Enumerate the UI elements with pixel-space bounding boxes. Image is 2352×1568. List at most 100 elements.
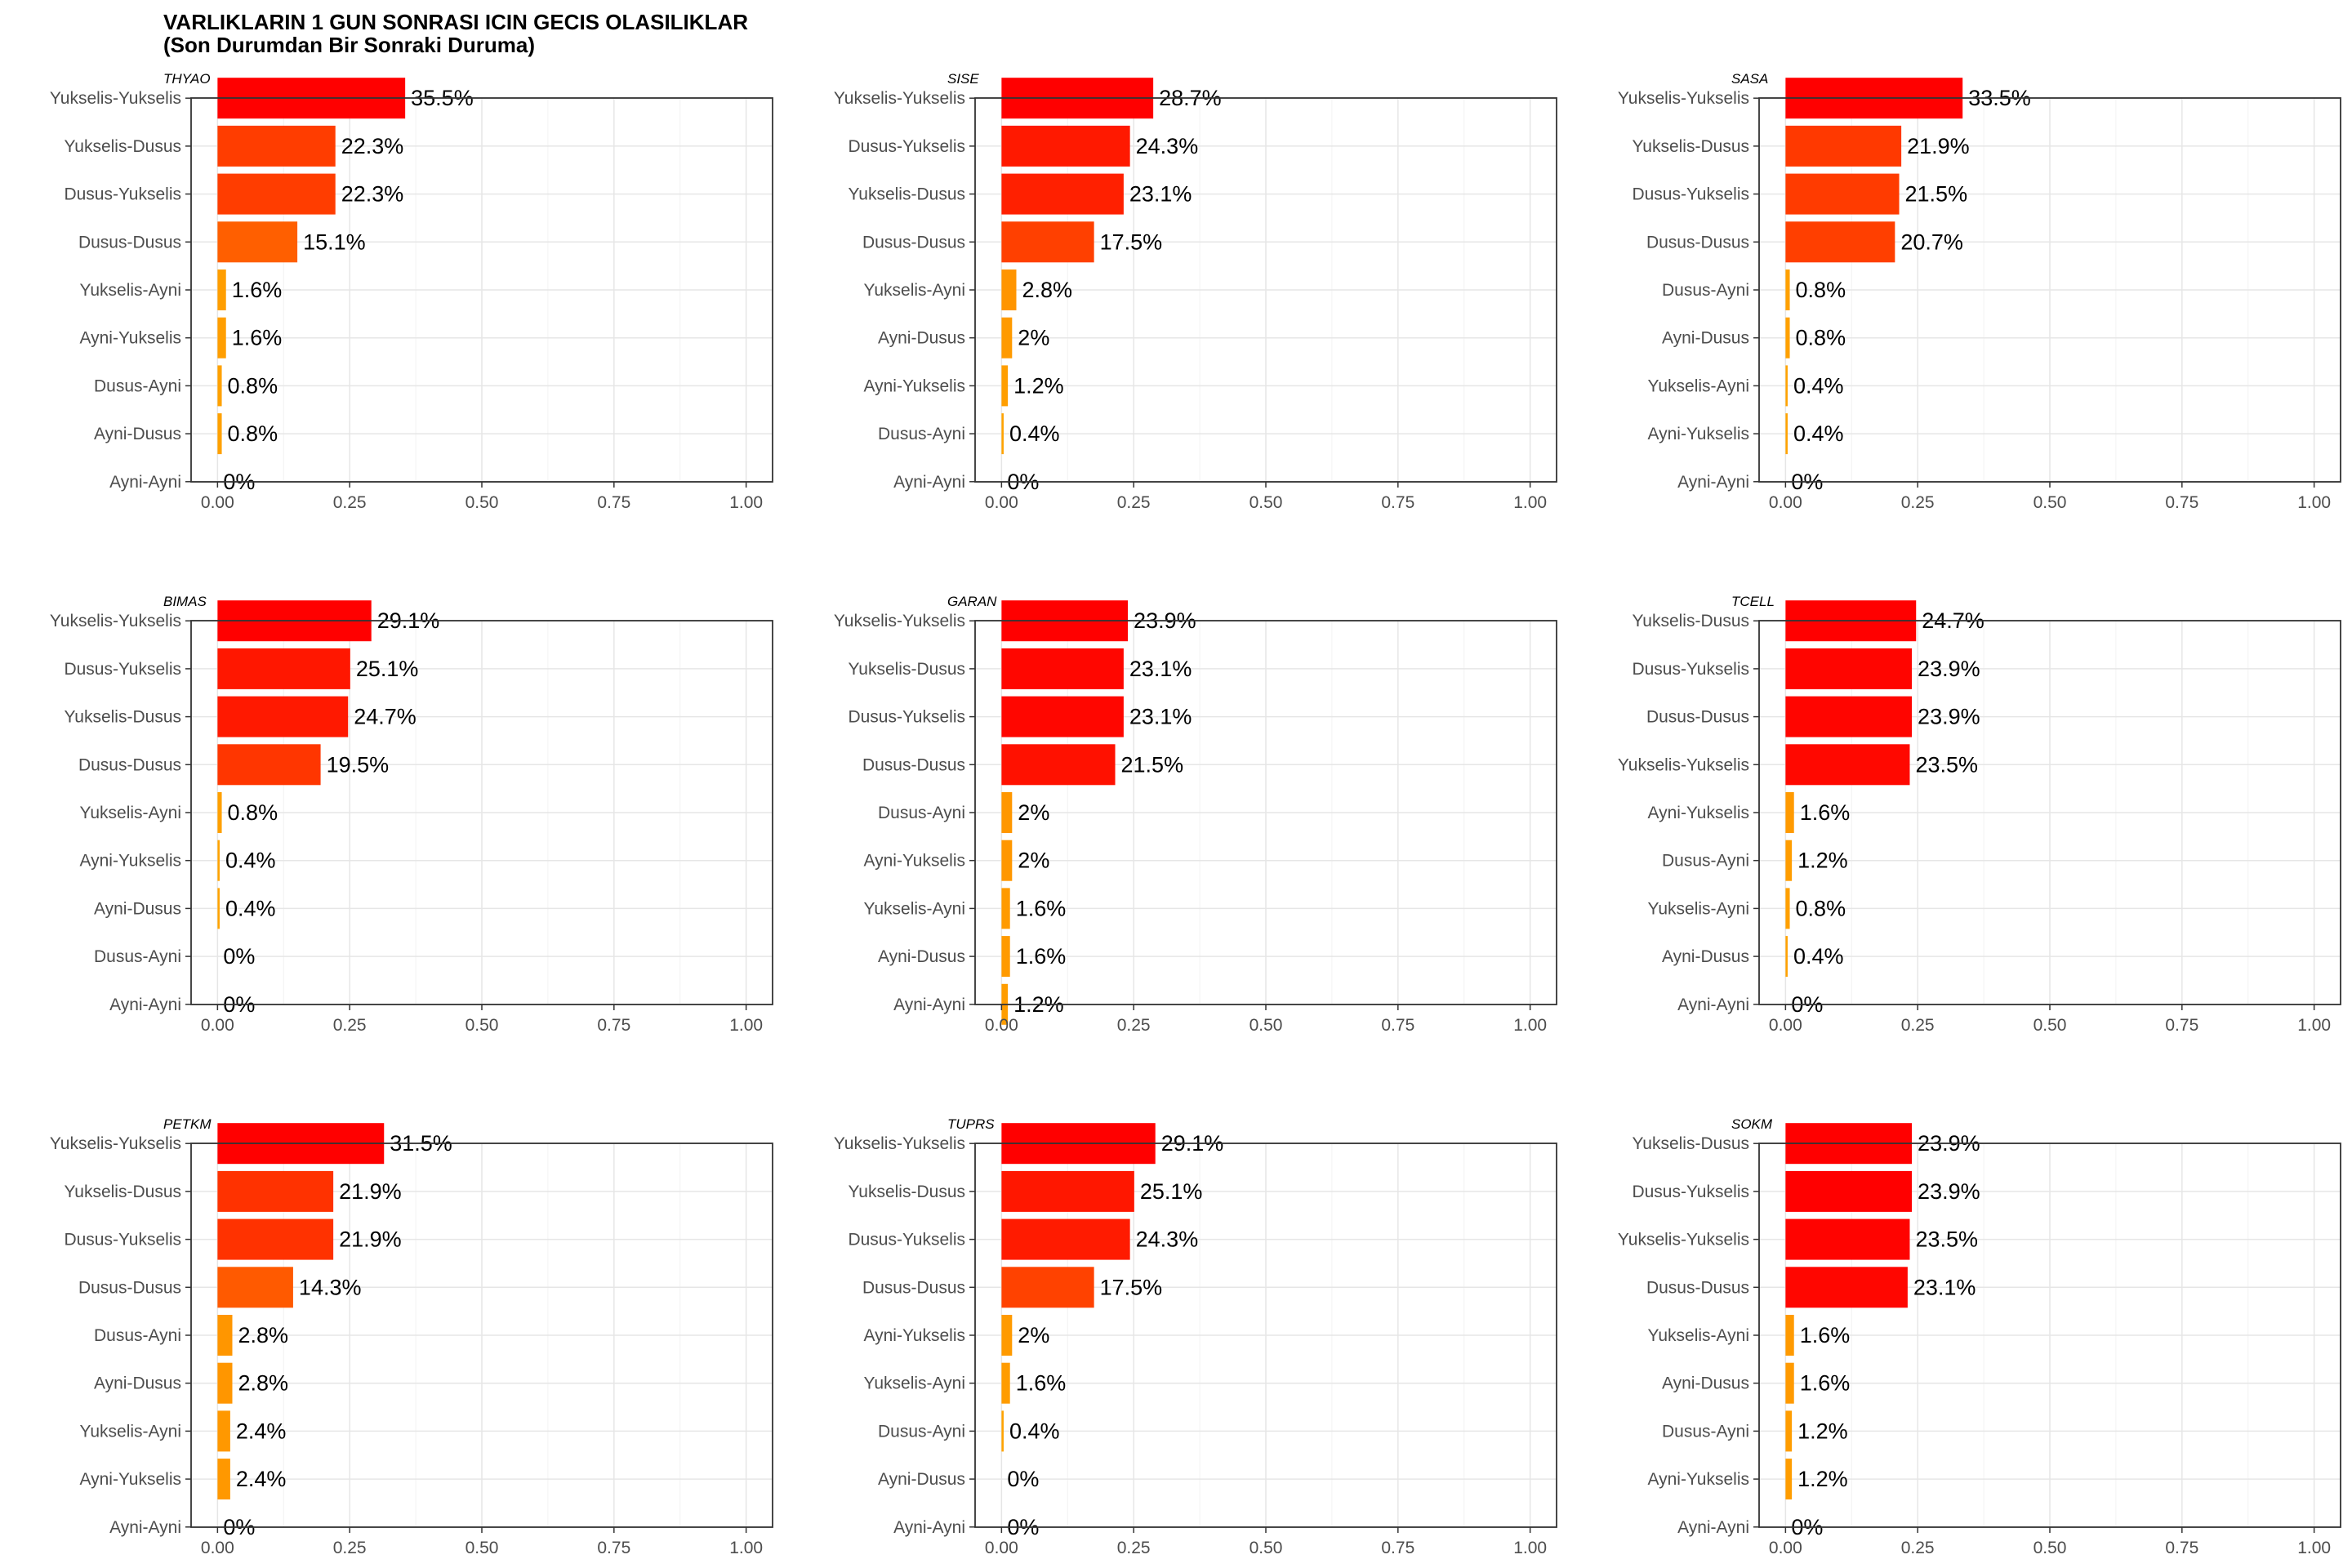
panel-garan: GARAN23.9%Yukselis-Yukselis23.1%Yukselis… xyxy=(834,594,1557,1035)
data-label: 0% xyxy=(1007,1467,1039,1491)
panel-sokm: SOKM23.9%Yukselis-Dusus23.9%Dusus-Yuksel… xyxy=(1618,1116,2341,1557)
data-label: 2.4% xyxy=(236,1467,287,1491)
panel-border xyxy=(190,620,773,1005)
category-label: Yukselis-Ayni xyxy=(863,281,965,300)
x-tick-label: 0.75 xyxy=(597,1539,630,1557)
data-label: 0.8% xyxy=(1796,896,1846,920)
category-label: Yukselis-Ayni xyxy=(1647,376,1749,395)
bar-yukselis-ayni xyxy=(1001,270,1017,310)
bar-ayni-yukselis xyxy=(217,840,220,881)
data-label: 24.7% xyxy=(354,705,416,729)
category-label: Yukselis-Yukselis xyxy=(50,1134,181,1153)
category-label: Dusus-Yukselis xyxy=(848,137,965,156)
x-tick-label: 0.75 xyxy=(2165,1539,2198,1557)
bar-yukselis-yukselis xyxy=(1785,1218,1910,1260)
category-label: Ayni-Yukselis xyxy=(863,376,965,395)
data-label: 0.4% xyxy=(1793,944,1844,969)
x-tick-label: 0.00 xyxy=(1769,493,1802,512)
bar-dusus-dusus xyxy=(217,1267,293,1308)
data-label: 1.2% xyxy=(1797,849,1848,873)
panel-tcell: TCELL24.7%Yukselis-Dusus23.9%Dusus-Yukse… xyxy=(1618,594,2341,1035)
bar-dusus-ayni xyxy=(1785,270,1790,310)
data-label: 21.5% xyxy=(1121,752,1184,777)
category-label: Dusus-Ayni xyxy=(94,1326,181,1345)
x-tick-label: 0.50 xyxy=(2034,1016,2067,1035)
category-label: Ayni-Dusus xyxy=(94,1374,181,1393)
panel-title: SISE xyxy=(947,71,979,87)
bar-dusus-dusus xyxy=(1785,1267,1908,1308)
data-label: 0.8% xyxy=(1796,278,1846,302)
category-label: Dusus-Yukselis xyxy=(1632,185,1749,204)
category-label: Dusus-Dusus xyxy=(1646,1278,1749,1297)
category-label: Yukselis-Ayni xyxy=(79,1422,181,1441)
bar-ayni-yukselis xyxy=(1001,1315,1013,1356)
category-label: Dusus-Ayni xyxy=(1662,1422,1749,1441)
data-label: 14.3% xyxy=(299,1275,362,1299)
panel-border xyxy=(190,1143,773,1528)
category-label: Dusus-Ayni xyxy=(94,376,181,395)
panel-border xyxy=(974,620,1557,1005)
category-label: Dusus-Yukselis xyxy=(64,185,181,204)
category-label: Ayni-Dusus xyxy=(1662,1374,1749,1393)
data-label: 0.4% xyxy=(1009,1419,1060,1443)
data-label: 1.2% xyxy=(1013,373,1064,398)
category-label: Yukselis-Dusus xyxy=(64,1183,181,1201)
data-label: 21.9% xyxy=(339,1227,402,1252)
category-label: Ayni-Ayni xyxy=(1677,1518,1749,1537)
panel-title: PETKM xyxy=(163,1116,212,1132)
data-label: 25.1% xyxy=(356,657,419,681)
category-label: Yukselis-Ayni xyxy=(79,804,181,822)
bar-dusus-dusus xyxy=(1001,744,1116,786)
bar-dusus-yukselis xyxy=(1001,125,1130,167)
bar-yukselis-dusus xyxy=(1001,1170,1134,1212)
bar-dusus-yukselis xyxy=(1785,173,1900,215)
bar-yukselis-ayni xyxy=(1001,888,1010,929)
data-label: 0.4% xyxy=(225,849,276,873)
data-label: 1.6% xyxy=(1800,1371,1851,1396)
x-tick-label: 0.25 xyxy=(1117,493,1151,512)
category-label: Yukselis-Dusus xyxy=(848,660,965,679)
bar-yukselis-ayni xyxy=(1785,888,1790,929)
category-label: Ayni-Ayni xyxy=(893,1518,965,1537)
category-label: Ayni-Dusus xyxy=(878,1470,965,1489)
data-label: 2.8% xyxy=(1022,278,1072,302)
data-label: 17.5% xyxy=(1100,229,1163,254)
data-label: 0.8% xyxy=(228,800,278,825)
category-label: Ayni-Yukselis xyxy=(1647,1470,1749,1489)
data-label: 1.6% xyxy=(1800,1323,1851,1348)
category-label: Ayni-Ayni xyxy=(893,473,965,492)
panel-border xyxy=(974,97,1557,483)
category-label: Dusus-Yukselis xyxy=(1632,660,1749,679)
bar-ayni-yukselis xyxy=(1001,365,1009,407)
category-label: Yukselis-Dusus xyxy=(64,137,181,156)
bar-dusus-dusus xyxy=(217,744,321,786)
category-label: Dusus-Dusus xyxy=(862,233,965,252)
chart-title: VARLIKLARIN 1 GUN SONRASI ICIN GECIS OLA… xyxy=(163,10,748,34)
data-label: 25.1% xyxy=(1140,1179,1203,1204)
x-tick-label: 1.00 xyxy=(2297,1016,2331,1035)
data-label: 0.4% xyxy=(1793,373,1844,398)
category-label: Dusus-Ayni xyxy=(878,425,965,443)
category-label: Dusus-Ayni xyxy=(878,1422,965,1441)
bar-yukselis-dusus xyxy=(1001,648,1124,689)
panel-title: SOKM xyxy=(1731,1116,1773,1132)
data-label: 2.4% xyxy=(236,1419,287,1443)
category-label: Ayni-Yukselis xyxy=(79,329,181,348)
bar-yukselis-ayni xyxy=(217,1410,230,1452)
bar-dusus-dusus xyxy=(217,221,298,263)
category-label: Ayni-Ayni xyxy=(1677,473,1749,492)
category-label: Ayni-Dusus xyxy=(1662,947,1749,966)
category-label: Dusus-Dusus xyxy=(78,755,181,774)
panel-title: TCELL xyxy=(1731,594,1775,609)
bar-yukselis-dusus xyxy=(217,696,349,737)
data-label: 0.4% xyxy=(1793,421,1844,446)
data-label: 23.1% xyxy=(1913,1275,1976,1299)
category-label: Yukselis-Yukselis xyxy=(834,89,965,108)
x-tick-label: 0.25 xyxy=(1901,1016,1935,1035)
x-tick-label: 0.00 xyxy=(201,493,234,512)
x-tick-label: 0.50 xyxy=(2034,1539,2067,1557)
panel-title: THYAO xyxy=(163,71,211,87)
x-tick-label: 1.00 xyxy=(2297,1539,2331,1557)
category-label: Ayni-Yukselis xyxy=(79,852,181,871)
category-label: Dusus-Dusus xyxy=(78,233,181,252)
